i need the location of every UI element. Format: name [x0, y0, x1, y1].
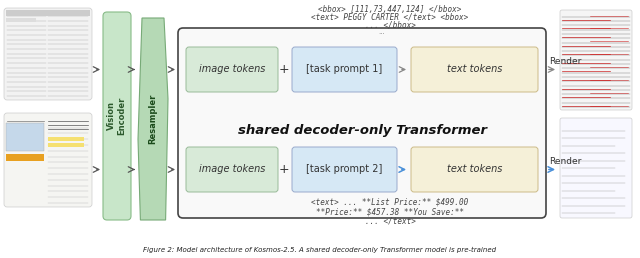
- FancyBboxPatch shape: [186, 47, 278, 92]
- FancyBboxPatch shape: [178, 28, 546, 218]
- Bar: [48, 143, 84, 147]
- FancyBboxPatch shape: [4, 8, 92, 100]
- Text: [task prompt 1]: [task prompt 1]: [307, 64, 383, 75]
- Text: [task prompt 2]: [task prompt 2]: [307, 165, 383, 174]
- Text: Render: Render: [549, 157, 581, 165]
- Text: <text> PEGGY CARTER </text> <bbox>: <text> PEGGY CARTER </text> <bbox>: [312, 13, 468, 22]
- Text: +: +: [278, 163, 289, 176]
- Text: shared decoder-only Transformer: shared decoder-only Transformer: [237, 124, 486, 137]
- Bar: [6, 154, 44, 161]
- FancyBboxPatch shape: [4, 113, 92, 207]
- Text: text tokens: text tokens: [447, 64, 502, 75]
- Text: ... </text>: ... </text>: [365, 216, 415, 225]
- Bar: [6, 18, 36, 22]
- Text: ...: ...: [379, 29, 385, 35]
- Text: Resampler: Resampler: [148, 94, 157, 144]
- Text: Render: Render: [549, 57, 581, 66]
- FancyBboxPatch shape: [292, 147, 397, 192]
- Bar: [6, 123, 44, 151]
- FancyBboxPatch shape: [292, 47, 397, 92]
- Text: text tokens: text tokens: [447, 165, 502, 174]
- Text: +: +: [278, 63, 289, 76]
- Bar: [48, 137, 84, 141]
- Bar: [6, 10, 90, 16]
- Text: <text> ... **List Price:** $499.00: <text> ... **List Price:** $499.00: [312, 198, 468, 207]
- FancyBboxPatch shape: [411, 47, 538, 92]
- Text: **Price:** $457.38 **You Save:**: **Price:** $457.38 **You Save:**: [316, 207, 464, 216]
- Text: Vision
Encoder: Vision Encoder: [108, 97, 127, 135]
- FancyBboxPatch shape: [103, 12, 131, 220]
- FancyBboxPatch shape: [186, 147, 278, 192]
- Text: Figure 2: Model architecture of Kosmos-2.5. A shared decoder-only Transformer mo: Figure 2: Model architecture of Kosmos-2…: [143, 247, 497, 253]
- FancyBboxPatch shape: [560, 118, 632, 218]
- Text: <bbox> [111,73,447,124] </bbox>: <bbox> [111,73,447,124] </bbox>: [318, 5, 461, 14]
- FancyBboxPatch shape: [560, 10, 632, 110]
- Text: ... </bbox>: ... </bbox>: [365, 21, 415, 30]
- Text: image tokens: image tokens: [199, 165, 265, 174]
- Text: image tokens: image tokens: [199, 64, 265, 75]
- FancyBboxPatch shape: [411, 147, 538, 192]
- Polygon shape: [138, 18, 168, 220]
